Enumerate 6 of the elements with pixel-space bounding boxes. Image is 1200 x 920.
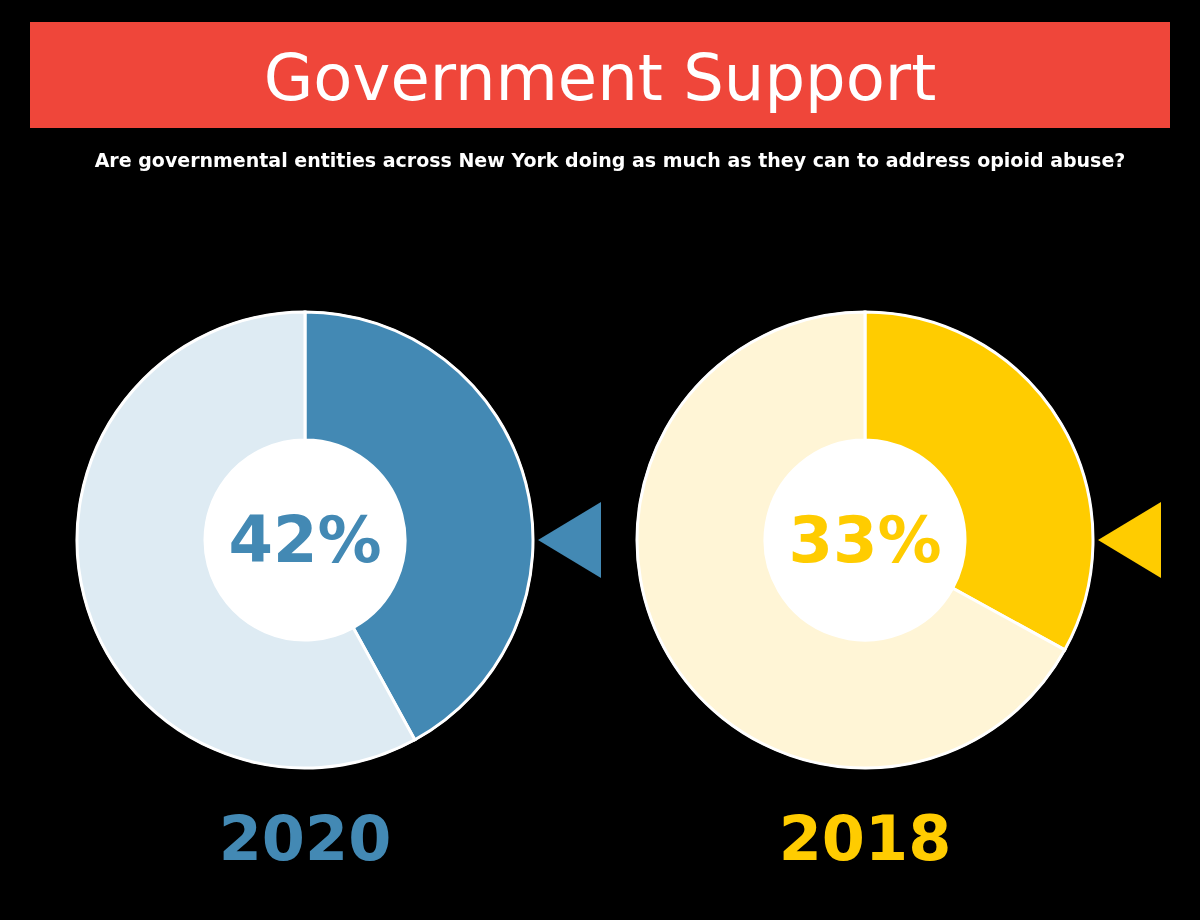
text: 2020 xyxy=(218,801,392,875)
text: 42% xyxy=(228,503,382,578)
text: Are governmental entities across New York doing as much as they can to address opioid abuse? xyxy=(94,148,1126,171)
text: 33% xyxy=(788,503,942,578)
chart-title: Government Support xyxy=(263,41,937,116)
text: 2018 xyxy=(778,801,952,875)
